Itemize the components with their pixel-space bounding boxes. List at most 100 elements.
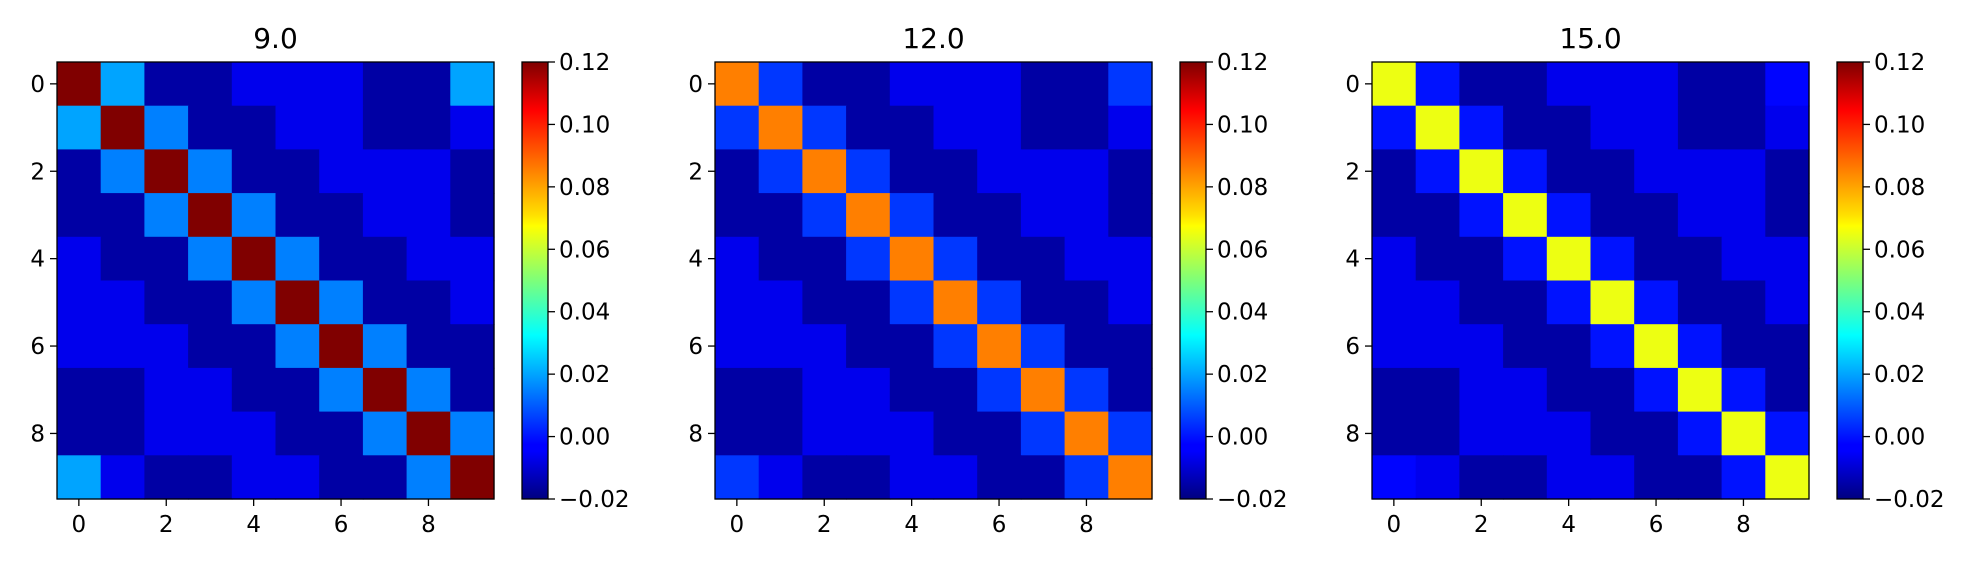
heatmap-cell	[362, 62, 408, 107]
heatmap-cell	[715, 324, 760, 369]
plot-frame	[1371, 61, 1810, 500]
x-tick-label: 8	[1079, 512, 1094, 538]
heatmap-cell	[1064, 324, 1109, 369]
y-tick-label: 6	[688, 334, 703, 360]
heatmap-cell	[450, 149, 495, 194]
heatmap-cell	[1721, 105, 1766, 150]
y-tick-label: 8	[30, 421, 45, 447]
heatmap-cell	[406, 411, 451, 456]
heatmap-cell	[1590, 455, 1635, 500]
heatmap-cell	[188, 367, 233, 413]
heatmap-cell	[1108, 367, 1153, 413]
heatmap-cell	[319, 193, 364, 238]
heatmap-cell	[715, 236, 760, 282]
heatmap-cell	[231, 411, 277, 456]
colorbar-tick-label: 0.00	[1217, 425, 1268, 451]
heatmap-cell	[100, 62, 145, 107]
heatmap-cell	[1677, 280, 1723, 325]
heatmap-cell	[1459, 324, 1504, 369]
heatmap-cell	[1020, 455, 1066, 500]
colorbar-tick-label: 0.10	[1217, 112, 1268, 138]
colorbar	[1180, 62, 1206, 499]
heatmap-cell	[977, 455, 1022, 500]
heatmap-cell	[1372, 149, 1417, 194]
heatmap-cell	[144, 280, 189, 325]
heatmap-cell	[1590, 105, 1635, 150]
heatmap-cell	[231, 324, 277, 369]
heatmap-cell	[1721, 324, 1766, 369]
heatmap-cell	[846, 105, 891, 150]
heatmap-cell	[1108, 105, 1153, 150]
x-tick-label: 8	[421, 512, 436, 538]
x-tick-label: 6	[1649, 512, 1664, 538]
heatmap-cell	[406, 367, 451, 413]
heatmap-cell	[1546, 236, 1592, 282]
colorbar-tick-label: 0.02	[1874, 362, 1925, 388]
heatmap-cell	[977, 324, 1022, 369]
heatmap-cell	[1677, 367, 1723, 413]
heatmap-cell	[57, 324, 102, 369]
heatmap-cell	[715, 62, 760, 107]
colorbar-tick-label: −0.02	[1217, 487, 1287, 513]
heatmap-cell	[188, 455, 233, 500]
heatmap-cell	[889, 411, 935, 456]
x-tick-label: 0	[1387, 512, 1402, 538]
heatmap-cell	[144, 236, 189, 282]
heatmap-cell	[275, 149, 320, 194]
heatmap-cell	[144, 105, 189, 150]
colorbar-tick-label: 0.12	[1874, 50, 1925, 76]
x-tick-label: 2	[817, 512, 832, 538]
heatmap-cell	[1721, 455, 1766, 500]
heatmap-cell	[846, 367, 891, 413]
heatmap-cell	[933, 411, 978, 456]
heatmap-cell	[802, 411, 847, 456]
heatmap-cell	[1546, 149, 1592, 194]
y-tick-label: 4	[30, 247, 45, 273]
heatmap-cell	[1372, 280, 1417, 325]
heatmap-cell	[57, 411, 102, 456]
heatmap-cell	[715, 149, 760, 194]
heatmap-cell	[1546, 411, 1592, 456]
heatmap-cell	[1765, 236, 1810, 282]
heatmap-cell	[1590, 324, 1635, 369]
heatmap-cell	[1634, 62, 1679, 107]
plot-frame	[714, 61, 1153, 500]
colorbar-tick-label: 0.10	[559, 112, 610, 138]
heatmap-cell	[319, 105, 364, 150]
heatmap-cell	[1459, 367, 1504, 413]
heatmap-cell	[715, 193, 760, 238]
panel-title: 12.0	[902, 22, 964, 55]
colorbar	[522, 62, 548, 499]
heatmap-cell	[1765, 62, 1810, 107]
heatmap-cell	[100, 193, 145, 238]
heatmap-cell	[231, 280, 277, 325]
heatmap-cell	[319, 236, 364, 282]
heatmap-cell	[1590, 280, 1635, 325]
y-tick-label: 6	[30, 334, 45, 360]
heatmap-cell	[57, 105, 102, 150]
heatmap-cell	[100, 280, 145, 325]
heatmap-cell	[1634, 193, 1679, 238]
heatmap-cell	[1372, 324, 1417, 369]
heatmap-cell	[1590, 62, 1635, 107]
heatmap-cell	[57, 455, 102, 500]
heatmap-cell	[1108, 324, 1153, 369]
heatmap-cell	[1590, 149, 1635, 194]
heatmap-cell	[802, 236, 847, 282]
heatmap-cell	[144, 455, 189, 500]
heatmap-cell	[715, 455, 760, 500]
heatmap-cell	[144, 367, 189, 413]
heatmap-cell	[1415, 149, 1460, 194]
heatmap-cell	[1372, 193, 1417, 238]
heatmap-cell	[406, 324, 451, 369]
heatmap-cell	[802, 367, 847, 413]
y-tick-label: 8	[688, 421, 703, 447]
heatmap-cell	[758, 105, 803, 150]
heatmap-cell	[319, 149, 364, 194]
heatmap-cell	[758, 280, 803, 325]
heatmap-cell	[889, 149, 935, 194]
heatmap-cell	[889, 236, 935, 282]
heatmap-cell	[362, 324, 408, 369]
heatmap-cell	[1459, 62, 1504, 107]
heatmap-cell	[715, 411, 760, 456]
